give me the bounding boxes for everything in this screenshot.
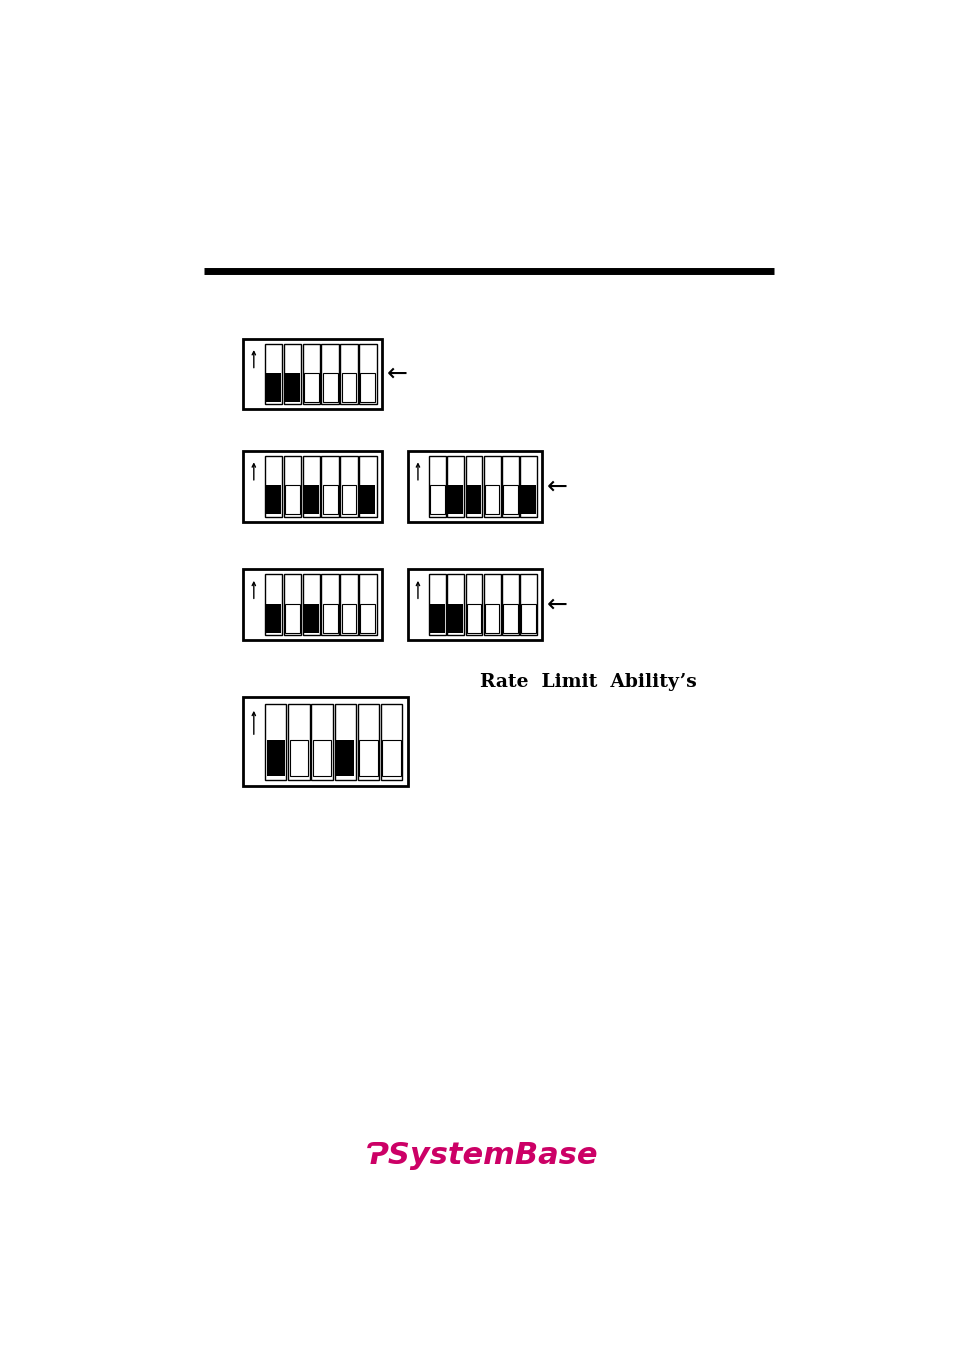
Bar [265, 456, 282, 517]
Bar [484, 603, 498, 633]
Bar [302, 456, 319, 517]
Bar [266, 740, 285, 776]
Bar [380, 703, 402, 779]
Bar [407, 451, 541, 521]
Bar [266, 603, 281, 633]
Bar [360, 603, 375, 633]
Bar [335, 703, 355, 779]
Bar [283, 575, 301, 636]
Bar [243, 570, 381, 640]
Bar [285, 373, 299, 402]
Bar [407, 570, 541, 640]
Bar [285, 603, 299, 633]
Bar [243, 698, 407, 786]
Bar [322, 373, 337, 402]
Bar [483, 456, 500, 517]
Bar [283, 344, 301, 405]
Bar [302, 344, 319, 405]
Bar [521, 603, 536, 633]
Bar [340, 456, 357, 517]
Bar [266, 373, 281, 402]
Bar [448, 603, 462, 633]
Bar [265, 575, 282, 636]
Bar [447, 456, 463, 517]
Bar [265, 344, 282, 405]
Bar [519, 575, 537, 636]
Bar [303, 603, 318, 633]
Bar [357, 703, 378, 779]
Bar [288, 703, 309, 779]
Bar [521, 485, 536, 514]
Bar [321, 344, 338, 405]
Bar [321, 575, 338, 636]
Bar [447, 575, 463, 636]
Bar [303, 485, 318, 514]
Bar [340, 344, 357, 405]
Bar [243, 451, 381, 521]
Text: Rate  Limit  Ability’s: Rate Limit Ability’s [480, 672, 697, 691]
Bar [483, 575, 500, 636]
Bar [359, 740, 377, 776]
Text: ←: ← [546, 474, 567, 498]
Bar [519, 456, 537, 517]
Bar [430, 485, 444, 514]
Bar [311, 703, 333, 779]
Text: ɁSystemBase: ɁSystemBase [364, 1141, 598, 1170]
Bar [283, 456, 301, 517]
Bar [302, 575, 319, 636]
Bar [430, 603, 444, 633]
Bar [266, 485, 281, 514]
Bar [429, 575, 445, 636]
Bar [322, 485, 337, 514]
Bar [360, 373, 375, 402]
Bar [285, 485, 299, 514]
Bar [313, 740, 331, 776]
Bar [321, 456, 338, 517]
Bar [359, 575, 376, 636]
Bar [341, 603, 356, 633]
Bar [303, 373, 318, 402]
Bar [341, 485, 356, 514]
Bar [265, 703, 286, 779]
Text: ←: ← [387, 362, 408, 386]
Bar [360, 485, 375, 514]
Bar [501, 456, 518, 517]
Bar [502, 485, 517, 514]
Bar [501, 575, 518, 636]
Bar [448, 485, 462, 514]
Bar [359, 344, 376, 405]
Text: ←: ← [546, 593, 567, 617]
Bar [341, 373, 356, 402]
Bar [335, 740, 354, 776]
Bar [466, 485, 480, 514]
Bar [429, 456, 445, 517]
Bar [290, 740, 308, 776]
Bar [340, 575, 357, 636]
Bar [359, 456, 376, 517]
Bar [382, 740, 400, 776]
Bar [502, 603, 517, 633]
Bar [322, 603, 337, 633]
Bar [465, 456, 482, 517]
Bar [484, 485, 498, 514]
Bar [243, 339, 381, 409]
Bar [465, 575, 482, 636]
Bar [466, 603, 480, 633]
